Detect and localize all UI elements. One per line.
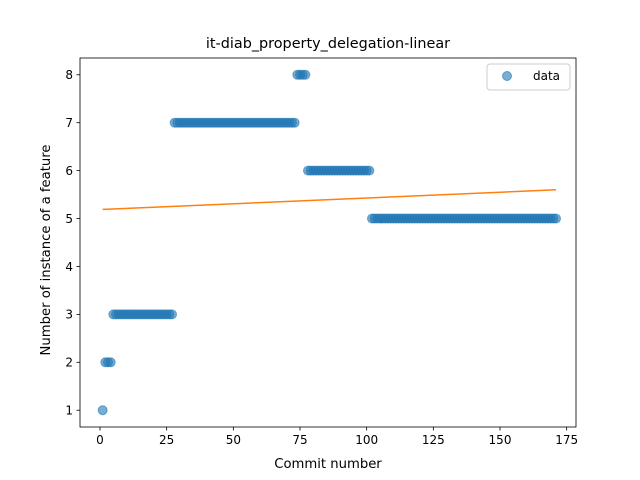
legend-marker-data [502,71,512,81]
y-axis-label: Number of instance of a feature [39,145,54,356]
y-tick-label: 4 [65,260,73,274]
y-tick-label: 5 [65,212,73,226]
y-tick-label: 2 [65,356,73,370]
data-point [551,213,561,224]
legend-box [486,63,571,91]
data-point [167,309,177,320]
y-tick-label: 3 [65,308,73,322]
x-tick-label: 50 [226,433,241,447]
chart-title: it-diab_property_delegation-linear [206,36,450,52]
data-point [364,165,375,176]
y-tick-label: 7 [65,116,73,130]
y-tick-label: 6 [65,164,73,178]
data-point [289,117,300,128]
x-tick-label: 100 [355,433,378,447]
y-tick-label: 8 [65,68,73,82]
x-tick-label: 25 [159,433,174,447]
x-tick-label: 125 [422,433,445,447]
legend-label-data: data [533,69,560,83]
trend-line [102,189,557,211]
axes-frame [79,57,577,428]
data-point [97,405,108,416]
axes: 0 25 50 75 100 125 150 175 1 2 3 4 5 6 7 8 [65,57,578,447]
data-point [300,69,311,80]
x-tick-label: 175 [555,433,578,447]
plot-area [97,69,561,416]
x-tick-label: 0 [96,433,104,447]
x-tick-label: 150 [489,433,512,447]
data-point [105,357,116,368]
x-axis-label: Commit number [274,457,382,472]
legend: data [486,63,571,91]
y-tick-label: 1 [65,404,73,418]
x-tick-label: 75 [292,433,307,447]
